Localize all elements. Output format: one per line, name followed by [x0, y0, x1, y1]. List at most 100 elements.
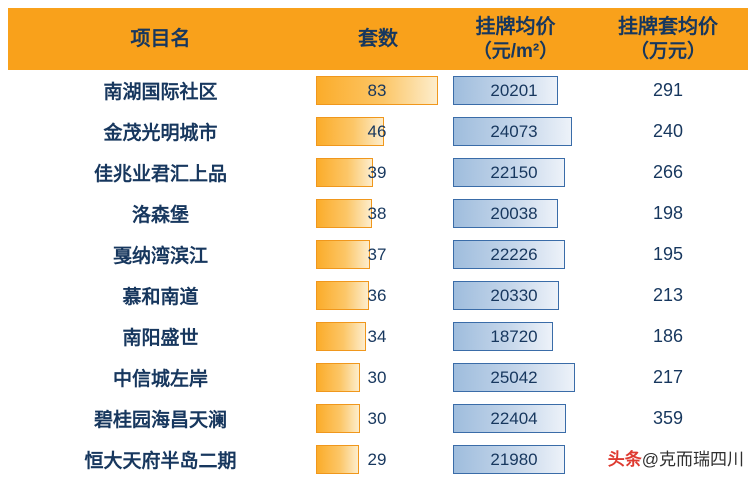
price-value: 18720 [490, 326, 538, 346]
header-listing-avg-price-line2: （元/m²） [472, 40, 559, 62]
price-data-bar [453, 404, 566, 433]
project-name: 恒大天府半岛二期 [84, 451, 237, 472]
price-value: 24073 [490, 121, 538, 141]
table-row: 南阳盛世 34 18720 186 [8, 316, 748, 357]
price-cell: 21980 [443, 439, 588, 480]
count-value: 46 [367, 121, 387, 141]
watermark-account: @克而瑞四川 [641, 450, 744, 469]
count-value: 83 [367, 80, 387, 100]
price-cell: 20201 [443, 70, 588, 111]
count-value: 30 [367, 408, 387, 428]
table-row: 慕和南道 36 20330 213 [8, 275, 748, 316]
count-data-bar [316, 158, 374, 187]
project-name: 洛森堡 [131, 205, 189, 226]
watermark-brand: 头条 [607, 450, 642, 469]
count-bar-wrap: 34 [316, 322, 438, 351]
project-name: 戛纳湾滨江 [112, 246, 208, 267]
table-row: 碧桂园海昌天澜 30 22404 359 [8, 398, 748, 439]
unit-price-value: 213 [652, 285, 684, 305]
header-project-name: 项目名 [8, 8, 313, 70]
price-value: 20201 [490, 80, 538, 100]
header-unit-count-label: 套数 [358, 27, 398, 50]
count-value: 29 [367, 449, 387, 469]
count-cell: 34 [313, 316, 443, 357]
price-data-bar [453, 240, 566, 269]
table-row: 中信城左岸 30 25042 217 [8, 357, 748, 398]
project-name: 中信城左岸 [112, 369, 208, 390]
price-data-bar [453, 363, 575, 392]
price-bar-wrap: 24073 [453, 117, 575, 146]
header-listing-avg-price: 挂牌均价 （元/m²） [443, 8, 588, 70]
watermark: 头条@克而瑞四川 [603, 445, 744, 470]
price-value: 20038 [490, 203, 538, 223]
price-value: 25042 [490, 367, 538, 387]
listings-table: 项目名 套数 挂牌均价 （元/m²） 挂牌套均价 （万元） 南湖国际社区 83 20… [8, 8, 748, 480]
count-value: 36 [367, 285, 387, 305]
unit-price-value: 359 [652, 408, 684, 428]
count-data-bar [316, 240, 371, 269]
project-name: 佳兆业君汇上品 [93, 164, 227, 185]
price-bar-wrap: 25042 [453, 363, 575, 392]
header-avg-price-per-unit-line1: 挂牌套均价 [618, 15, 718, 38]
price-cell: 22404 [443, 398, 588, 439]
price-value: 22404 [490, 408, 538, 428]
count-bar-wrap: 30 [316, 363, 438, 392]
header-listing-avg-price-line1: 挂牌均价 [475, 15, 556, 38]
count-data-bar [316, 199, 372, 228]
count-bar-wrap: 83 [316, 76, 438, 105]
project-name: 慕和南道 [122, 287, 199, 308]
price-data-bar [453, 76, 559, 105]
price-bar-wrap: 22150 [453, 158, 575, 187]
count-value: 38 [367, 203, 387, 223]
unit-price-value: 186 [652, 326, 684, 346]
price-data-bar [453, 445, 565, 474]
table-row: 金茂光明城市 46 24073 240 [8, 111, 748, 152]
count-bar-wrap: 37 [316, 240, 438, 269]
count-cell: 30 [313, 398, 443, 439]
price-data-bar [453, 199, 558, 228]
price-cell: 20038 [443, 193, 588, 234]
count-data-bar [316, 445, 359, 474]
count-cell: 29 [313, 439, 443, 480]
count-cell: 37 [313, 234, 443, 275]
count-bar-wrap: 38 [316, 199, 438, 228]
price-cell: 22226 [443, 234, 588, 275]
count-data-bar [316, 363, 361, 392]
price-value: 22150 [490, 162, 538, 182]
table-header: 项目名 套数 挂牌均价 （元/m²） 挂牌套均价 （万元） [8, 8, 748, 70]
project-name: 碧桂园海昌天澜 [93, 410, 227, 431]
price-bar-wrap: 22404 [453, 404, 575, 433]
count-bar-wrap: 30 [316, 404, 438, 433]
project-name: 南湖国际社区 [103, 82, 218, 103]
price-bar-wrap: 18720 [453, 322, 575, 351]
count-cell: 30 [313, 357, 443, 398]
count-cell: 83 [313, 70, 443, 111]
project-name: 金茂光明城市 [103, 123, 218, 144]
header-unit-count: 套数 [313, 8, 443, 70]
table-row: 洛森堡 38 20038 198 [8, 193, 748, 234]
header-avg-price-per-unit: 挂牌套均价 （万元） [588, 8, 748, 70]
unit-price-value: 266 [652, 162, 684, 182]
count-bar-wrap: 46 [316, 117, 438, 146]
table-row: 恒大天府半岛二期 29 21980 [8, 439, 748, 480]
count-value: 39 [367, 162, 387, 182]
table-body: 南湖国际社区 83 20201 291 金茂光明城市 46 24073 240 佳兆业君汇上品 3… [8, 70, 748, 480]
unit-price-value: 198 [652, 203, 684, 223]
count-cell: 36 [313, 275, 443, 316]
price-cell: 25042 [443, 357, 588, 398]
price-data-bar [453, 117, 572, 146]
table-row: 南湖国际社区 83 20201 291 [8, 70, 748, 111]
price-cell: 18720 [443, 316, 588, 357]
price-bar-wrap: 20201 [453, 76, 575, 105]
price-data-bar [453, 158, 566, 187]
count-cell: 39 [313, 152, 443, 193]
project-name: 南阳盛世 [122, 328, 199, 349]
price-bar-wrap: 21980 [453, 445, 575, 474]
price-value: 21980 [490, 449, 538, 469]
count-data-bar [316, 76, 438, 105]
count-data-bar [316, 117, 384, 146]
count-value: 30 [367, 367, 387, 387]
price-value: 20330 [490, 285, 538, 305]
count-data-bar [316, 404, 361, 433]
table-row: 佳兆业君汇上品 39 22150 266 [8, 152, 748, 193]
